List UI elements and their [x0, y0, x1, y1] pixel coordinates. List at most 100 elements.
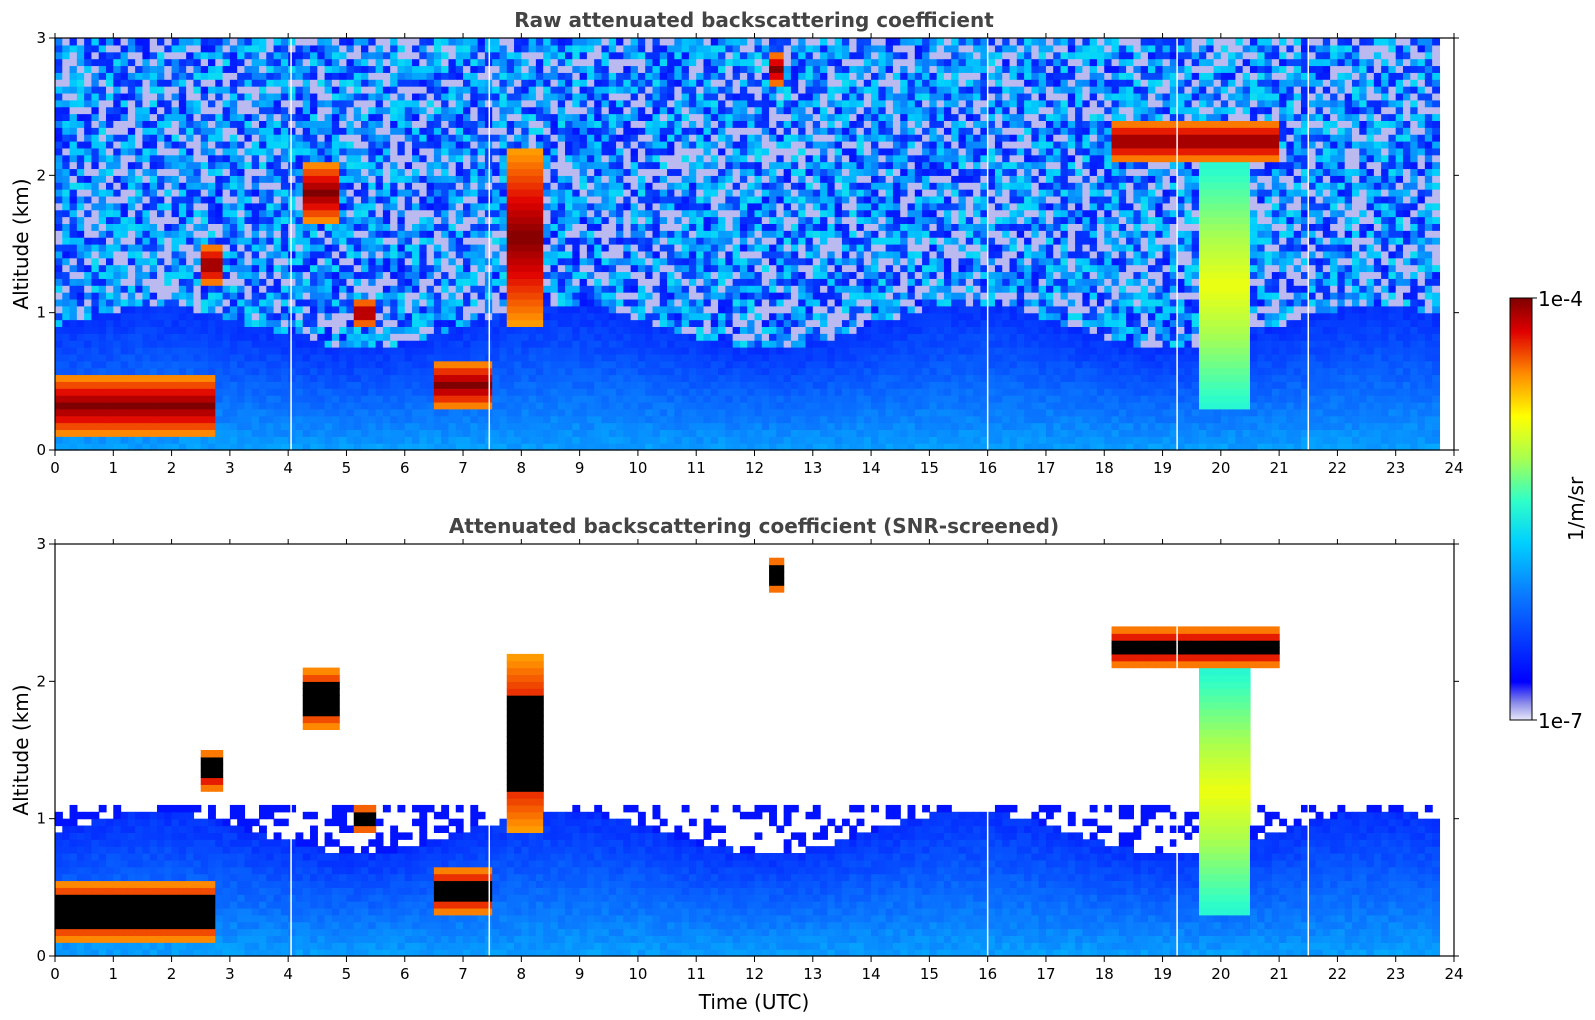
- heatmap-cell: [616, 326, 624, 334]
- heatmap-cell: [295, 408, 304, 417]
- heatmap-cell: [69, 141, 78, 149]
- heatmap-cell: [113, 99, 122, 108]
- heatmap-cell: [280, 65, 289, 73]
- heatmap-cell: [127, 120, 136, 128]
- heatmap-cell: [361, 141, 369, 149]
- heatmap-cell: [412, 374, 420, 382]
- heatmap-cell: [375, 319, 384, 327]
- heatmap-cell: [419, 106, 428, 115]
- heatmap-cell: [390, 415, 399, 424]
- heatmap-cell: [244, 65, 253, 73]
- heatmap-cell: [251, 175, 260, 183]
- heatmap-cell: [361, 237, 369, 245]
- heatmap-cell: [69, 305, 78, 314]
- heatmap-cell: [557, 195, 566, 204]
- heatmap-cell: [280, 92, 289, 101]
- heatmap-cell: [106, 65, 114, 73]
- heatmap-cell: [178, 353, 187, 362]
- heatmap-cell: [200, 202, 209, 211]
- heatmap-cell: [222, 395, 231, 403]
- heatmap-cell: [623, 58, 632, 67]
- heatmap-cell: [55, 257, 63, 266]
- heatmap-cell: [419, 381, 428, 389]
- heatmap-cell: [288, 147, 297, 156]
- heatmap-cell: [426, 388, 435, 396]
- heatmap-cell: [455, 154, 464, 163]
- heatmap-cell: [506, 92, 515, 101]
- heatmap-cell: [84, 209, 93, 218]
- heatmap-cell: [76, 326, 85, 334]
- heatmap-cell: [200, 305, 209, 314]
- heatmap-cell: [514, 271, 522, 279]
- heatmap-cell: [470, 333, 479, 341]
- heatmap-cell: [251, 436, 260, 444]
- heatmap-cell: [120, 223, 129, 231]
- heatmap-cell: [630, 264, 639, 273]
- heatmap-cell: [127, 298, 136, 307]
- heatmap-cell: [215, 106, 224, 115]
- heatmap-cell: [601, 134, 610, 142]
- heatmap-cell: [127, 278, 136, 286]
- heatmap-cell: [62, 202, 71, 211]
- heatmap-cell: [222, 353, 231, 362]
- heatmap-cell: [91, 298, 100, 307]
- heatmap-cell: [557, 127, 566, 135]
- heatmap-cell: [186, 360, 195, 369]
- heatmap-cell: [324, 147, 333, 156]
- heatmap-cell: [419, 154, 428, 163]
- heatmap-cell: [390, 271, 399, 279]
- heatmap-cell: [127, 333, 136, 341]
- heatmap-cell: [404, 182, 413, 190]
- heatmap-cell: [572, 106, 581, 115]
- heatmap-cell: [492, 388, 501, 396]
- heatmap-cell: [55, 51, 63, 60]
- heatmap-cell: [120, 72, 129, 80]
- heatmap-cell: [499, 65, 508, 73]
- heatmap-cell: [288, 257, 297, 266]
- heatmap-cell: [419, 312, 428, 321]
- heatmap-cell: [390, 58, 399, 67]
- heatmap-cell: [171, 381, 180, 389]
- heatmap-cell: [339, 79, 348, 87]
- heatmap-cell: [426, 195, 435, 204]
- heatmap-cell: [76, 127, 85, 135]
- heatmap-cell: [543, 154, 552, 163]
- heatmap-cell: [295, 189, 304, 197]
- heatmap-cell: [572, 395, 581, 403]
- heatmap-cell: [259, 86, 267, 94]
- heatmap-cell: [572, 443, 581, 451]
- heatmap-cell: [477, 264, 486, 273]
- heatmap-cell: [594, 113, 603, 121]
- heatmap-cell: [601, 51, 610, 60]
- heatmap-cell: [76, 264, 85, 273]
- heatmap-cell: [55, 230, 63, 238]
- heatmap-cell: [244, 312, 253, 321]
- heatmap-cell: [463, 154, 471, 163]
- heatmap-cell: [572, 72, 581, 80]
- heatmap-cell: [200, 388, 209, 396]
- heatmap-cell: [149, 443, 158, 451]
- heatmap-cell: [470, 99, 479, 108]
- heatmap-cell: [331, 79, 340, 87]
- heatmap-cell: [324, 292, 333, 300]
- heatmap-cell: [69, 134, 78, 142]
- heatmap-cell: [331, 72, 340, 80]
- heatmap-cell: [120, 443, 129, 451]
- heatmap-cell: [543, 72, 552, 80]
- heatmap-cell: [244, 326, 253, 334]
- heatmap-cell: [127, 113, 136, 121]
- heatmap-cell: [98, 141, 107, 149]
- heatmap-cell: [448, 333, 457, 341]
- heatmap-cell: [535, 436, 544, 444]
- heatmap-cell: [251, 51, 260, 60]
- heatmap-cell: [579, 353, 588, 362]
- heatmap-cell: [193, 168, 202, 176]
- heatmap-cell: [91, 168, 100, 176]
- heatmap-cell: [310, 127, 318, 135]
- heatmap-cell: [441, 223, 450, 231]
- heatmap-cell: [106, 209, 114, 218]
- heatmap-cell: [426, 65, 435, 73]
- heatmap-cell: [120, 278, 129, 286]
- heatmap-cell: [208, 209, 216, 218]
- heatmap-cell: [135, 257, 144, 266]
